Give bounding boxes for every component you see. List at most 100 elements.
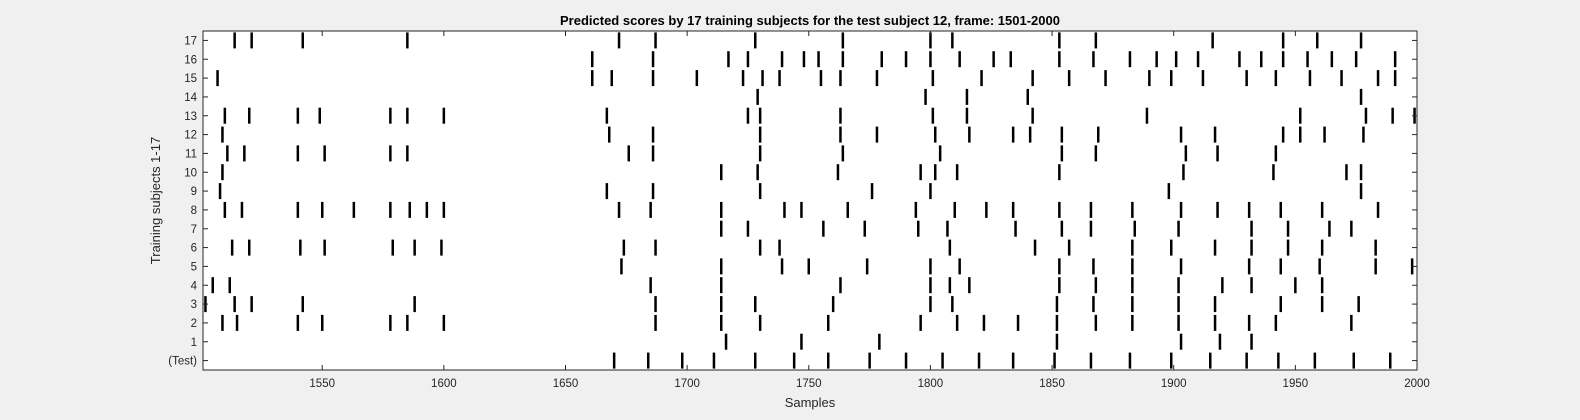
event-mark <box>408 201 411 218</box>
event-mark <box>1281 32 1285 49</box>
y-tick-label: 17 <box>184 35 197 47</box>
event-mark <box>802 51 806 68</box>
event-mark <box>1247 201 1251 218</box>
event-mark <box>649 201 652 218</box>
event-mark <box>425 201 429 218</box>
event-mark <box>827 352 830 369</box>
event-mark <box>841 51 845 68</box>
event-mark <box>1213 314 1217 331</box>
event-mark <box>1026 88 1029 105</box>
event-mark <box>727 51 730 68</box>
event-mark <box>929 258 932 275</box>
event-mark <box>758 107 762 124</box>
event-mark <box>654 314 657 331</box>
event-mark <box>442 314 446 331</box>
event-mark <box>1320 239 1324 256</box>
event-mark <box>233 296 236 313</box>
event-mark <box>1016 314 1020 331</box>
event-mark <box>1053 352 1056 369</box>
event-mark <box>651 126 655 143</box>
event-mark <box>1374 239 1377 256</box>
event-mark <box>1350 220 1353 237</box>
event-mark <box>904 51 908 68</box>
event-mark <box>836 164 840 181</box>
event-mark <box>875 126 879 143</box>
event-mark <box>1058 277 1061 294</box>
event-mark <box>746 220 750 237</box>
event-mark <box>929 296 932 313</box>
event-mark <box>654 32 657 49</box>
event-mark <box>1277 352 1280 369</box>
event-mark <box>223 107 227 124</box>
event-mark <box>612 352 616 369</box>
event-mark <box>1060 220 1064 237</box>
event-mark <box>1274 70 1278 87</box>
event-mark <box>1389 352 1392 369</box>
event-mark <box>1328 220 1331 237</box>
event-mark <box>1340 70 1343 87</box>
event-mark <box>1060 126 1064 143</box>
event-mark <box>389 145 392 162</box>
event-mark <box>1308 70 1312 87</box>
event-mark <box>839 107 842 124</box>
event-mark <box>934 126 937 143</box>
event-mark <box>1089 352 1093 369</box>
event-mark <box>406 314 409 331</box>
event-mark <box>681 352 684 369</box>
y-tick-label: 16 <box>184 54 197 66</box>
event-mark <box>1170 239 1173 256</box>
event-mark <box>955 314 959 331</box>
event-mark <box>1320 277 1324 294</box>
event-mark <box>1247 314 1251 331</box>
event-mark <box>758 183 762 200</box>
event-mark <box>756 164 759 181</box>
event-mark <box>440 239 443 256</box>
event-mark <box>822 220 825 237</box>
event-mark <box>1167 183 1171 200</box>
event-mark <box>953 201 956 218</box>
event-mark <box>1170 352 1173 369</box>
event-mark <box>605 107 609 124</box>
event-mark <box>992 51 995 68</box>
event-mark <box>1028 126 1032 143</box>
event-mark <box>1089 201 1093 218</box>
event-mark <box>965 88 969 105</box>
event-mark <box>1009 51 1012 68</box>
event-mark <box>1177 277 1180 294</box>
x-tick-label: 1800 <box>918 378 944 390</box>
event-mark <box>746 107 750 124</box>
event-mark <box>240 201 244 218</box>
y-tick-label: 8 <box>191 205 197 217</box>
event-mark <box>839 277 842 294</box>
event-mark <box>1294 277 1297 294</box>
event-mark <box>1011 352 1015 369</box>
event-mark <box>413 239 416 256</box>
event-mark <box>1014 220 1017 237</box>
event-mark <box>720 258 723 275</box>
event-mark <box>221 126 224 143</box>
event-mark <box>817 51 820 68</box>
event-mark <box>1362 126 1365 143</box>
x-tick-label: 1650 <box>553 378 579 390</box>
event-mark <box>720 164 723 181</box>
event-mark <box>977 352 981 369</box>
event-mark <box>1131 258 1134 275</box>
event-mark <box>391 239 394 256</box>
event-mark <box>1055 314 1059 331</box>
event-mark <box>1058 51 1061 68</box>
event-mark <box>1011 201 1015 218</box>
event-mark <box>389 201 392 218</box>
event-mark <box>948 277 952 294</box>
event-mark <box>352 201 356 218</box>
event-mark <box>1281 51 1285 68</box>
event-mark <box>875 70 879 87</box>
event-mark <box>931 107 935 124</box>
event-mark <box>1286 239 1290 256</box>
event-mark <box>1196 51 1200 68</box>
event-mark <box>318 107 321 124</box>
event-mark <box>1213 296 1217 313</box>
event-mark <box>610 70 613 87</box>
event-mark <box>863 220 866 237</box>
event-mark <box>758 126 762 143</box>
event-mark <box>758 314 762 331</box>
